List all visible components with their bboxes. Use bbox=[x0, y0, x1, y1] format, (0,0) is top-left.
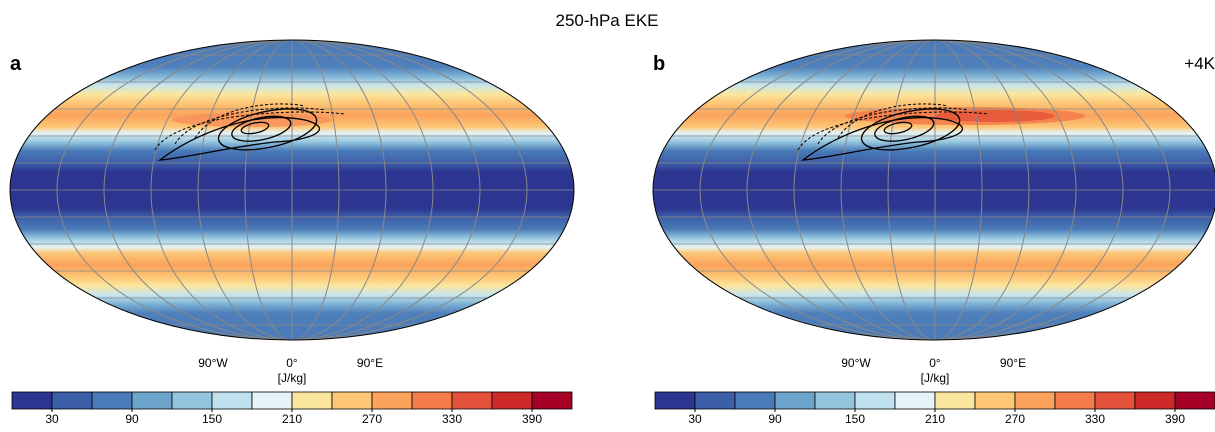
colorbar-box bbox=[291, 391, 333, 410]
map-outline bbox=[9, 39, 575, 341]
contour-negative bbox=[817, 107, 969, 145]
lon-label: 90°W bbox=[198, 356, 228, 370]
colorbar-box bbox=[1174, 391, 1215, 410]
panel-annotation: +4K bbox=[1184, 54, 1215, 73]
contour-negative bbox=[797, 111, 989, 151]
colorbar-box bbox=[654, 391, 696, 410]
colorbar-tick-label: 210 bbox=[282, 412, 302, 426]
map bbox=[653, 40, 1215, 340]
lon-label: 90°E bbox=[357, 356, 383, 370]
contour-positive bbox=[231, 115, 292, 142]
colorbar-box bbox=[814, 391, 856, 410]
colorbar-tick-label: 330 bbox=[1085, 412, 1105, 426]
colorbar-tick-label: 270 bbox=[362, 412, 382, 426]
colorbar-box bbox=[11, 391, 53, 410]
colorbar-tick-label: 90 bbox=[768, 412, 782, 426]
colorbar-box bbox=[774, 391, 816, 410]
colorbar-tick-label: 150 bbox=[202, 412, 222, 426]
colorbar-box bbox=[411, 391, 453, 410]
colorbar-tick-label: 30 bbox=[688, 412, 702, 426]
contour-negative bbox=[154, 111, 346, 151]
colorbar-box bbox=[854, 391, 896, 410]
map-outline bbox=[652, 39, 1215, 341]
unit-label: [J/kg] bbox=[921, 371, 950, 385]
colorbar-box bbox=[1094, 391, 1136, 410]
colorbar-tick-label: 90 bbox=[125, 412, 139, 426]
colorbar-box bbox=[371, 391, 413, 410]
colorbar-tick-label: 30 bbox=[45, 412, 59, 426]
contour-positive bbox=[800, 116, 963, 161]
colorbar-box bbox=[1014, 391, 1056, 410]
colorbar-box bbox=[1134, 391, 1176, 410]
colorbar-box bbox=[894, 391, 936, 410]
colorbar-box bbox=[694, 391, 736, 410]
colorbar-tick-label: 390 bbox=[1165, 412, 1185, 426]
colorbar-box bbox=[91, 391, 133, 410]
contour-negative bbox=[837, 103, 949, 139]
lon-label: 0° bbox=[286, 356, 298, 370]
colorbar-box bbox=[1054, 391, 1096, 410]
contour-positive bbox=[217, 108, 318, 151]
lon-label: 90°W bbox=[841, 356, 871, 370]
contour-positive bbox=[157, 116, 320, 161]
colorbar-box bbox=[331, 391, 373, 410]
colorbar-box bbox=[491, 391, 533, 410]
colorbar-box bbox=[451, 391, 493, 410]
colorbar-tick-label: 270 bbox=[1005, 412, 1025, 426]
colorbar-tick-label: 390 bbox=[522, 412, 542, 426]
colorbar-box bbox=[211, 391, 253, 410]
colorbar-tick-label: 210 bbox=[925, 412, 945, 426]
map bbox=[10, 40, 574, 340]
colorbar-box bbox=[51, 391, 93, 410]
figure-title: 250-hPa EKE bbox=[555, 11, 658, 30]
lon-label: 0° bbox=[929, 356, 941, 370]
colorbar-box bbox=[934, 391, 976, 410]
colorbar-box bbox=[531, 391, 573, 410]
colorbar-box bbox=[734, 391, 776, 410]
contour-positive bbox=[860, 108, 961, 151]
field-max bbox=[935, 110, 1055, 122]
unit-label: [J/kg] bbox=[278, 371, 307, 385]
contour-positive bbox=[883, 121, 913, 135]
panel-label: b bbox=[653, 53, 665, 75]
panel-label: a bbox=[10, 53, 22, 75]
colorbar-tick-label: 330 bbox=[442, 412, 462, 426]
colorbar-tick-label: 150 bbox=[845, 412, 865, 426]
colorbar-box bbox=[131, 391, 173, 410]
contour-positive bbox=[874, 115, 935, 142]
lon-label: 90°E bbox=[1000, 356, 1026, 370]
colorbar-box bbox=[171, 391, 213, 410]
colorbar-box bbox=[974, 391, 1016, 410]
contour-negative bbox=[194, 103, 306, 139]
contour-positive bbox=[240, 121, 270, 135]
colorbar-box bbox=[251, 391, 293, 410]
contour-negative bbox=[174, 107, 326, 145]
